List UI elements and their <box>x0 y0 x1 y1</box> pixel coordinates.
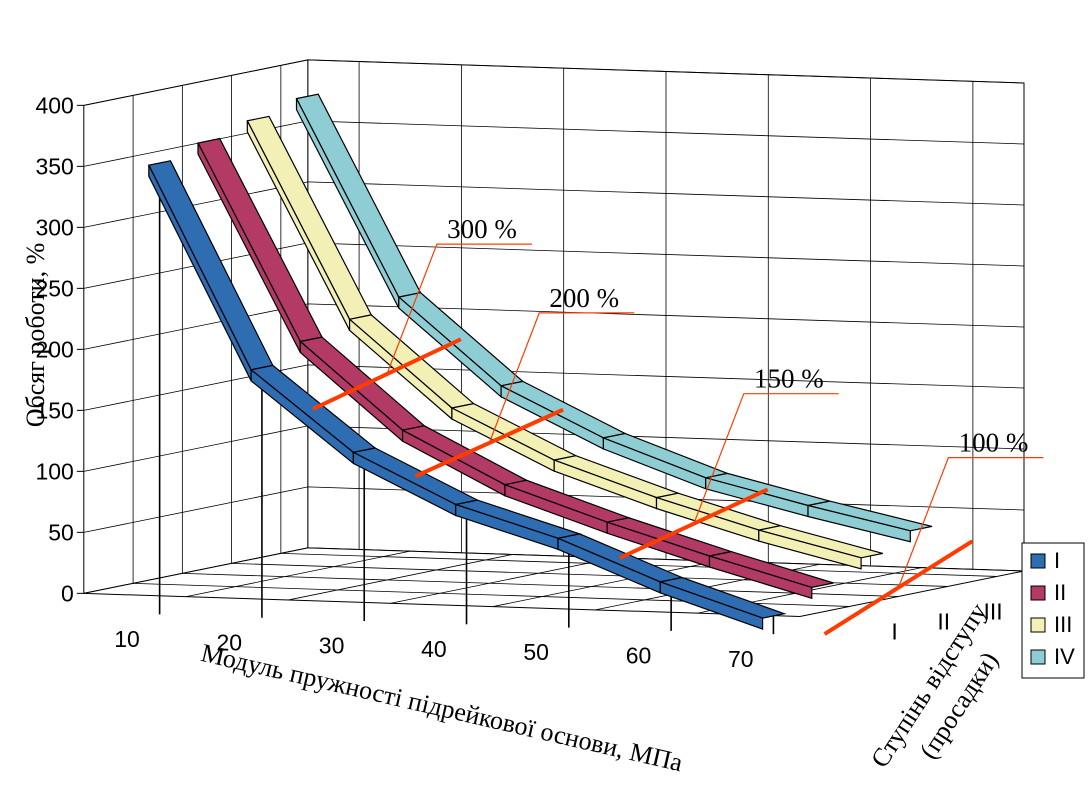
y-axis-title: Обсяг роботи, % <box>21 243 50 428</box>
y-tick-label: 150 <box>35 397 73 423</box>
ribbon-edge <box>708 555 813 600</box>
y-tick-label: 0 <box>61 580 74 606</box>
y-tick-label: 200 <box>35 336 73 362</box>
callout-leader <box>693 393 839 524</box>
floor-depth-gridline <box>182 572 899 597</box>
z-tick-label: I <box>891 618 897 644</box>
callout-leader <box>897 457 1044 588</box>
y-gridline <box>83 303 1025 350</box>
chart-floor <box>83 547 1025 618</box>
x-tick-label: 40 <box>421 636 447 662</box>
y-tick-label: 350 <box>35 153 73 179</box>
legend-label-II: II <box>1054 580 1066 605</box>
floor-gridline <box>390 557 615 604</box>
x-tick-label: 60 <box>626 643 652 669</box>
y-gridline <box>83 364 1025 411</box>
callouts: 300 % 200 % 150 % 100 % <box>312 214 1044 636</box>
callout-line <box>414 407 564 479</box>
z-tick-label: III <box>983 598 1002 624</box>
x-tick-label: 30 <box>319 633 345 659</box>
y-tick-label: 400 <box>35 92 73 118</box>
callout-leader <box>386 243 532 375</box>
legend-swatch-I <box>1030 553 1046 569</box>
y-tick-label: 250 <box>35 275 73 301</box>
legend-label-I: I <box>1054 548 1060 573</box>
x-tick-label: 10 <box>114 626 140 652</box>
floor-gridline <box>492 560 718 607</box>
legend-label-IV: IV <box>1054 644 1075 669</box>
legend-swatch-II <box>1030 585 1046 601</box>
callout-label: 100 % <box>959 428 1029 458</box>
x-tick-labels: 10 20 30 40 50 60 70 <box>114 626 753 672</box>
floor-gridline <box>186 550 411 598</box>
callout-label: 150 % <box>754 364 824 394</box>
y-tick-label: 50 <box>48 519 74 545</box>
legend-label-III: III <box>1054 612 1072 637</box>
x-tick-label: 70 <box>728 646 754 672</box>
callout-leader <box>488 312 635 444</box>
y-gridline <box>83 181 1025 228</box>
y-tick-label: 300 <box>35 214 73 240</box>
y-tick-labels: 0 50 100 150 200 250 300 350 400 <box>35 92 73 606</box>
floor-gridline <box>288 554 513 601</box>
ribbon-edge <box>807 504 911 543</box>
z-tick-label: II <box>937 608 950 634</box>
callout-label: 200 % <box>549 283 619 313</box>
ribbon-edge <box>758 529 862 570</box>
ribbon-edge <box>659 581 764 630</box>
legend-swatch-III <box>1030 617 1046 633</box>
x-tick-label: 20 <box>217 629 243 655</box>
y-tick-label: 100 <box>35 458 73 484</box>
callout-label: 300 % <box>447 214 517 244</box>
x-tick-label: 50 <box>523 639 549 665</box>
legend-swatch-IV <box>1030 649 1046 665</box>
y-gridline <box>83 59 1025 106</box>
